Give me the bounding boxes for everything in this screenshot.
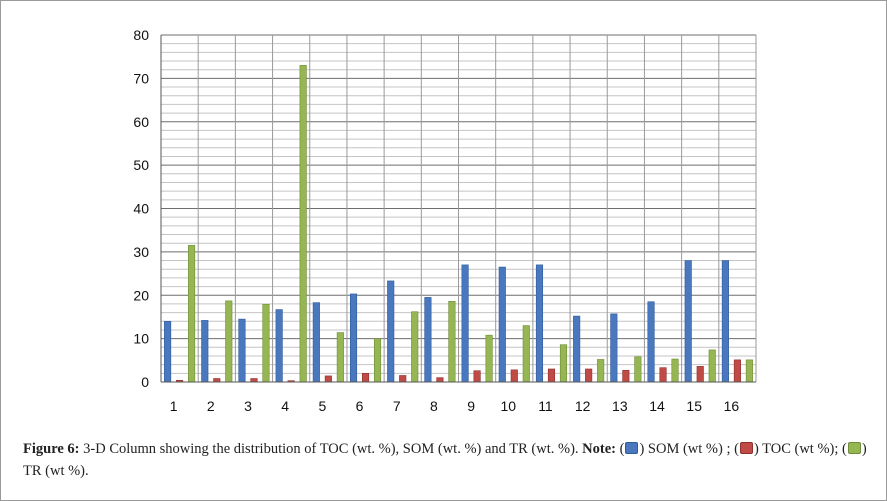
bar xyxy=(473,370,481,383)
x-tick-label: 6 xyxy=(356,398,364,414)
x-tick-label: 9 xyxy=(467,398,475,414)
bar xyxy=(424,297,432,383)
x-tick-label: 2 xyxy=(207,398,215,414)
caption-paren: ( xyxy=(616,441,625,457)
bar xyxy=(510,369,518,383)
bar xyxy=(696,366,704,383)
y-tick-label: 0 xyxy=(141,374,149,390)
y-tick-label: 30 xyxy=(133,244,149,260)
caption-item-tr: ) TR (wt %). xyxy=(23,441,867,479)
bar xyxy=(188,245,196,383)
caption-label: Figure 6: xyxy=(23,441,80,457)
bar xyxy=(262,304,270,383)
bar xyxy=(585,368,593,383)
x-tick-label: 10 xyxy=(500,398,516,414)
bar xyxy=(213,378,221,383)
bar xyxy=(684,260,692,383)
bar xyxy=(708,349,716,383)
bar xyxy=(498,266,506,383)
bar xyxy=(522,325,530,383)
y-tick-label: 10 xyxy=(133,331,149,347)
bar xyxy=(647,301,655,383)
bar xyxy=(559,344,568,383)
bar xyxy=(485,334,493,383)
y-tick-label: 50 xyxy=(133,157,149,173)
bar xyxy=(201,320,209,383)
bar xyxy=(312,302,320,383)
bar xyxy=(399,375,407,383)
bar xyxy=(448,301,456,383)
bar xyxy=(275,309,283,383)
bar xyxy=(610,313,618,383)
bar xyxy=(573,315,581,383)
bar xyxy=(238,318,246,383)
bar xyxy=(361,373,370,383)
bar xyxy=(164,320,172,383)
bar xyxy=(387,280,395,383)
y-tick-label: 40 xyxy=(133,201,149,217)
bar xyxy=(299,65,307,383)
x-tick-label: 4 xyxy=(281,398,289,414)
caption-item-toc: ) TOC (wt %); ( xyxy=(753,441,847,457)
x-tick-label: 11 xyxy=(538,398,553,414)
bar xyxy=(250,378,258,383)
y-tick-label: 80 xyxy=(133,27,149,43)
bar xyxy=(225,300,233,383)
x-tick-label: 16 xyxy=(724,398,740,414)
bar xyxy=(634,356,642,383)
grid xyxy=(160,34,757,383)
x-tick-label: 13 xyxy=(612,398,628,414)
x-tick-label: 12 xyxy=(575,398,591,414)
bar xyxy=(671,358,679,383)
x-tick-label: 3 xyxy=(244,398,252,414)
bar xyxy=(461,264,469,383)
x-tick-label: 15 xyxy=(686,398,702,414)
caption-item-som: ) SOM (wt %) ; ( xyxy=(639,441,739,457)
y-tick-label: 20 xyxy=(133,287,149,303)
bar xyxy=(349,293,358,383)
bar xyxy=(597,359,605,383)
bar xyxy=(373,338,382,383)
bar xyxy=(535,264,544,383)
som-swatch-icon xyxy=(625,442,639,454)
bar xyxy=(411,311,419,383)
y-tick-label: 60 xyxy=(133,114,149,130)
bar xyxy=(336,332,344,383)
x-tick-label: 14 xyxy=(649,398,665,414)
x-tick-label: 7 xyxy=(393,398,401,414)
bar xyxy=(324,375,332,383)
caption-note-label: Note: xyxy=(582,441,616,457)
x-tick-label: 5 xyxy=(318,398,326,414)
figure-caption: Figure 6: 3-D Column showing the distrib… xyxy=(23,438,873,482)
bar xyxy=(721,260,729,383)
bar xyxy=(436,377,444,383)
x-tick-label: 1 xyxy=(170,398,178,414)
tr-swatch-icon xyxy=(847,442,861,454)
y-tick-label: 70 xyxy=(133,70,149,86)
caption-text: 3-D Column showing the distribution of T… xyxy=(79,441,583,457)
bar xyxy=(659,367,667,383)
bar xyxy=(547,368,556,383)
x-tick-label: 8 xyxy=(430,398,438,414)
toc-swatch-icon xyxy=(739,442,753,454)
bar xyxy=(733,359,741,383)
bar xyxy=(745,359,753,383)
bar xyxy=(622,369,630,383)
